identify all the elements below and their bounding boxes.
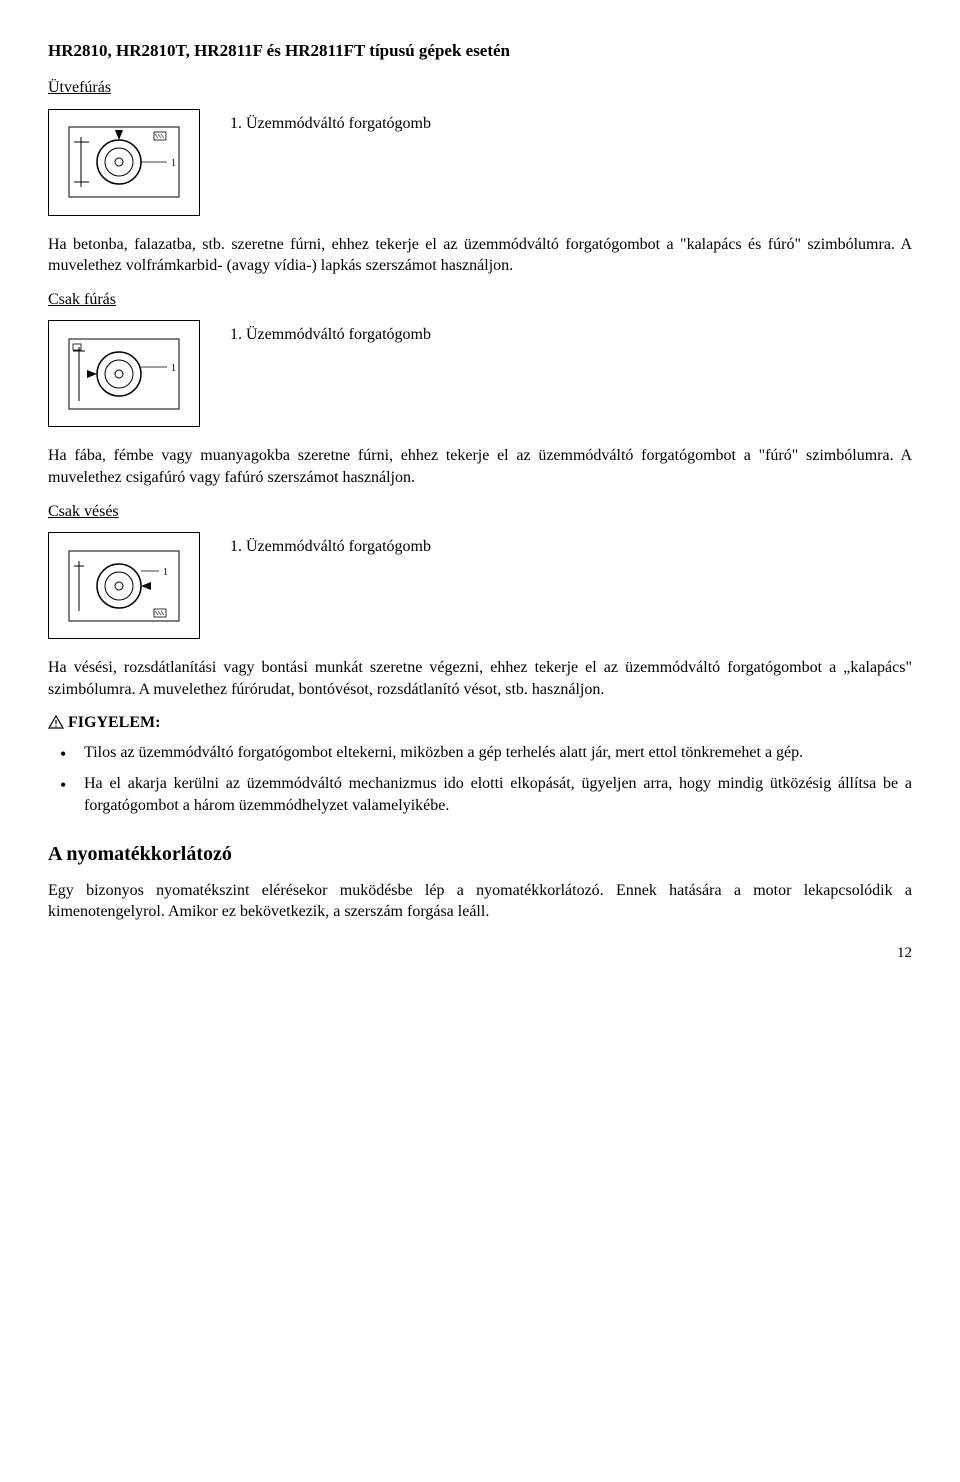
paragraph-2: Ha fába, fémbe vagy muanyagokba szeretne… [48,445,912,488]
paragraph-3: Ha vésési, rozsdátlanítási vagy bontási … [48,657,912,700]
figure-row-1: 1 1. Üzemmódváltó forgatógomb [48,109,912,216]
figure-caption-3: 1. Üzemmódváltó forgatógomb [230,532,431,558]
figure-caption-1: 1. Üzemmódváltó forgatógomb [230,109,431,135]
page-title: HR2810, HR2810T, HR2811F és HR2811FT típ… [48,40,912,63]
svg-text:1: 1 [163,567,168,578]
section-label-1: Ütvefúrás [48,77,912,99]
warning-label: FIGYELEM: [68,714,160,731]
section-label-2: Csak fúrás [48,289,912,311]
limiter-heading: A nyomatékkorlátozó [48,841,912,868]
svg-text:1: 1 [171,158,176,169]
warning-item: Tilos az üzemmódváltó forgatógombot elte… [48,742,912,764]
mode-dial-hammer-icon: 1 [59,541,189,631]
limiter-paragraph: Egy bizonyos nyomatékszint elérésekor mu… [48,880,912,923]
figure-2: 1 [48,320,200,427]
figure-row-2: 1 1. Üzemmódváltó forgatógomb [48,320,912,427]
figure-row-3: 1 1. Üzemmódváltó forgatógomb [48,532,912,639]
svg-text:1: 1 [171,363,176,374]
page-number: 12 [48,943,912,963]
warning-list: Tilos az üzemmódváltó forgatógombot elte… [48,742,912,817]
warning-icon [48,714,64,736]
figure-3: 1 [48,532,200,639]
paragraph-1: Ha betonba, falazatba, stb. szeretne fúr… [48,234,912,277]
warning-item: Ha el akarja kerülni az üzemmódváltó mec… [48,773,912,816]
warning-heading: FIGYELEM: [48,712,912,734]
figure-1: 1 [48,109,200,216]
section-label-3: Csak vésés [48,501,912,523]
mode-dial-hammer-drill-icon: 1 [59,117,189,207]
figure-caption-2: 1. Üzemmódváltó forgatógomb [230,320,431,346]
mode-dial-drill-icon: 1 [59,329,189,419]
